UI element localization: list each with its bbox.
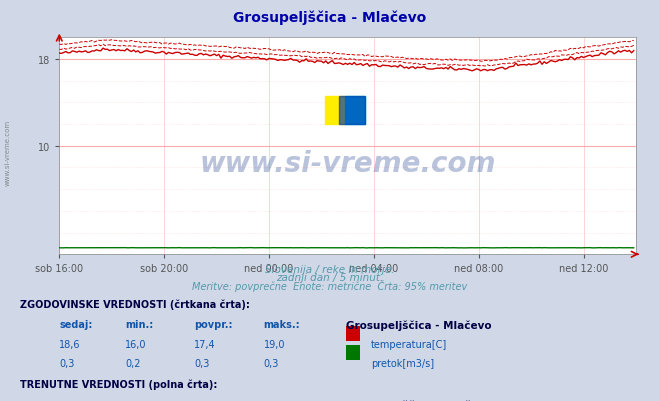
Text: pretok[m3/s]: pretok[m3/s] [371, 358, 434, 368]
Text: sedaj:: sedaj: [59, 400, 93, 401]
Text: Meritve: povprečne  Enote: metrične  Črta: 95% meritev: Meritve: povprečne Enote: metrične Črta:… [192, 279, 467, 292]
Text: TRENUTNE VREDNOSTI (polna črta):: TRENUTNE VREDNOSTI (polna črta): [20, 379, 217, 389]
Text: www.si-vreme.com: www.si-vreme.com [5, 119, 11, 185]
Text: 0,3: 0,3 [59, 358, 74, 368]
Text: maks.:: maks.: [264, 320, 301, 330]
Text: 16,0: 16,0 [125, 339, 147, 349]
Bar [325, 97, 345, 125]
Text: povpr.:: povpr.: [194, 400, 233, 401]
Text: zadnji dan / 5 minut.: zadnji dan / 5 minut. [276, 273, 383, 282]
Text: Grosupeljščica - Mlačevo: Grosupeljščica - Mlačevo [346, 400, 492, 401]
Text: 0,3: 0,3 [264, 358, 279, 368]
Text: ZGODOVINSKE VREDNOSTI (črtkana črta):: ZGODOVINSKE VREDNOSTI (črtkana črta): [20, 299, 250, 309]
Text: sedaj:: sedaj: [59, 320, 93, 330]
Text: min.:: min.: [125, 320, 154, 330]
Text: 19,0: 19,0 [264, 339, 285, 349]
Text: min.:: min.: [125, 400, 154, 401]
Text: 0,2: 0,2 [125, 358, 141, 368]
Text: Slovenija / reke in morje.: Slovenija / reke in morje. [265, 265, 394, 274]
Text: 0,3: 0,3 [194, 358, 210, 368]
Polygon shape [339, 97, 365, 125]
Text: Grosupeljščica - Mlačevo: Grosupeljščica - Mlačevo [233, 11, 426, 25]
Text: www.si-vreme.com: www.si-vreme.com [200, 150, 496, 178]
Text: povpr.:: povpr.: [194, 320, 233, 330]
Bar [345, 97, 365, 125]
Text: 18,6: 18,6 [59, 339, 81, 349]
Text: maks.:: maks.: [264, 400, 301, 401]
Text: temperatura[C]: temperatura[C] [371, 339, 447, 349]
Text: Grosupeljščica - Mlačevo: Grosupeljščica - Mlačevo [346, 320, 492, 330]
Text: 17,4: 17,4 [194, 339, 216, 349]
